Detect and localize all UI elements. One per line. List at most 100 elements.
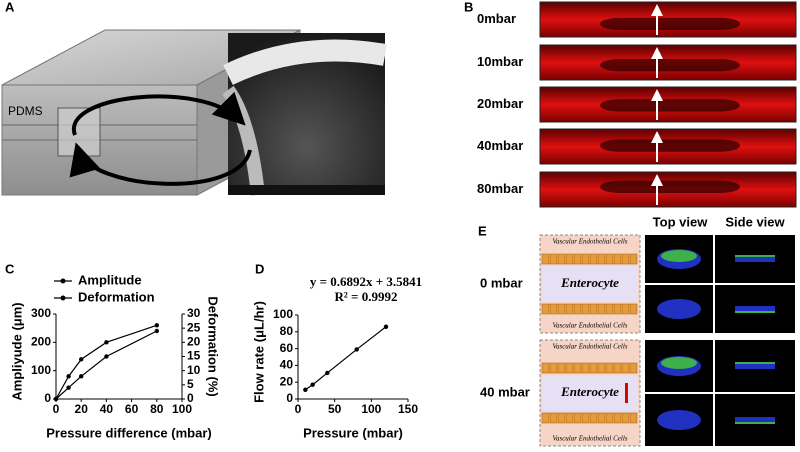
cell bbox=[589, 303, 598, 315]
pressure-bar bbox=[625, 383, 628, 403]
panel-letter: A bbox=[5, 0, 15, 14]
y-axis-label: Flow rate (μL/hr) bbox=[251, 301, 266, 403]
cell bbox=[541, 412, 550, 424]
y2-tick-label: 5 bbox=[187, 377, 194, 391]
cell bbox=[557, 253, 566, 265]
cell bbox=[565, 303, 574, 315]
tissue bbox=[735, 417, 775, 423]
diagram-text: Vascular Endothelial Cells bbox=[552, 322, 627, 330]
cell bbox=[629, 412, 638, 424]
diagram-text: Vascular Endothelial Cells bbox=[552, 435, 627, 443]
x-tick-label: 40 bbox=[100, 402, 114, 416]
column-header: Top view bbox=[653, 214, 709, 229]
diagram-text: Enterocyte bbox=[560, 384, 619, 399]
cell bbox=[613, 253, 622, 265]
cell bbox=[557, 412, 566, 424]
y2-tick-label: 10 bbox=[187, 363, 201, 377]
y2-tick-label: 0 bbox=[187, 391, 194, 405]
lumen bbox=[542, 266, 638, 302]
pressure-label: 0mbar bbox=[477, 11, 516, 26]
series-line bbox=[304, 326, 387, 391]
legend-marker bbox=[60, 295, 66, 301]
cell bbox=[581, 412, 590, 424]
cell bbox=[581, 303, 590, 315]
data-point bbox=[79, 357, 84, 362]
cell bbox=[589, 362, 598, 374]
condition-label: 0 mbar bbox=[480, 275, 523, 290]
tissue bbox=[661, 300, 697, 312]
cell bbox=[573, 303, 582, 315]
data-point bbox=[66, 374, 71, 379]
cell bbox=[629, 303, 638, 315]
panel-letter: D bbox=[255, 261, 264, 276]
pressure-label: 40mbar bbox=[477, 138, 523, 153]
data-point bbox=[303, 387, 308, 392]
x-tick-label: 50 bbox=[328, 402, 342, 416]
y-tick-label: 40 bbox=[280, 358, 294, 372]
pressure-label: 80mbar bbox=[477, 181, 523, 196]
cell bbox=[541, 253, 550, 265]
y2-tick-label: 15 bbox=[187, 349, 201, 363]
cell bbox=[621, 412, 630, 424]
cell bbox=[549, 253, 558, 265]
cell bbox=[549, 412, 558, 424]
panel-letter: C bbox=[5, 261, 15, 276]
x-axis-label: Pressure (mbar) bbox=[303, 425, 403, 440]
material-label: PDMS bbox=[8, 104, 43, 118]
y-tick-label: 60 bbox=[280, 341, 294, 355]
legend-marker bbox=[60, 278, 66, 284]
cell bbox=[581, 253, 590, 265]
y-tick-label: 300 bbox=[31, 306, 51, 320]
tissue bbox=[661, 411, 697, 423]
y-tick-label: 0 bbox=[286, 391, 293, 405]
series-line bbox=[55, 324, 157, 400]
cell bbox=[589, 253, 598, 265]
x-tick-label: 100 bbox=[172, 402, 192, 416]
diagram-text: Enterocyte bbox=[560, 275, 619, 290]
strip-dark bbox=[600, 180, 740, 193]
x-tick-label: 80 bbox=[150, 402, 164, 416]
pressure-label: 20mbar bbox=[477, 96, 523, 111]
cell bbox=[605, 362, 614, 374]
y-tick-label: 80 bbox=[280, 324, 294, 338]
cell bbox=[541, 362, 550, 374]
diagram-text: Vascular Endothelial Cells bbox=[552, 238, 627, 246]
panel-letter: E bbox=[478, 223, 487, 238]
cell bbox=[621, 362, 630, 374]
y-tick-label: 0 bbox=[44, 391, 51, 405]
condition-label: 40 mbar bbox=[480, 384, 530, 399]
data-point bbox=[354, 347, 359, 352]
cell bbox=[573, 362, 582, 374]
x-axis-label: Pressure difference (mbar) bbox=[46, 425, 211, 440]
y2-tick-label: 25 bbox=[187, 320, 201, 334]
data-point bbox=[79, 374, 84, 379]
tissue bbox=[735, 362, 775, 364]
cell bbox=[613, 303, 622, 315]
cell bbox=[605, 303, 614, 315]
y2-tick-label: 20 bbox=[187, 335, 201, 349]
cell bbox=[597, 253, 606, 265]
cell bbox=[573, 253, 582, 265]
tissue bbox=[661, 250, 697, 262]
cell bbox=[621, 253, 630, 265]
column-header: Side view bbox=[725, 214, 785, 229]
cell bbox=[565, 412, 574, 424]
pressure-label: 10mbar bbox=[477, 54, 523, 69]
tissue bbox=[735, 311, 775, 313]
cell bbox=[629, 253, 638, 265]
data-point bbox=[104, 340, 109, 345]
annotation: y = 0.6892x + 3.5841 bbox=[310, 274, 422, 289]
cell bbox=[549, 303, 558, 315]
tissue bbox=[735, 255, 775, 257]
cell bbox=[565, 253, 574, 265]
data-point bbox=[53, 396, 59, 402]
lumen bbox=[542, 375, 638, 411]
data-point bbox=[154, 323, 159, 328]
tissue bbox=[735, 306, 775, 312]
cell bbox=[605, 412, 614, 424]
data-point bbox=[310, 382, 315, 387]
cell bbox=[565, 362, 574, 374]
strip-dark bbox=[600, 59, 740, 72]
cell bbox=[597, 303, 606, 315]
